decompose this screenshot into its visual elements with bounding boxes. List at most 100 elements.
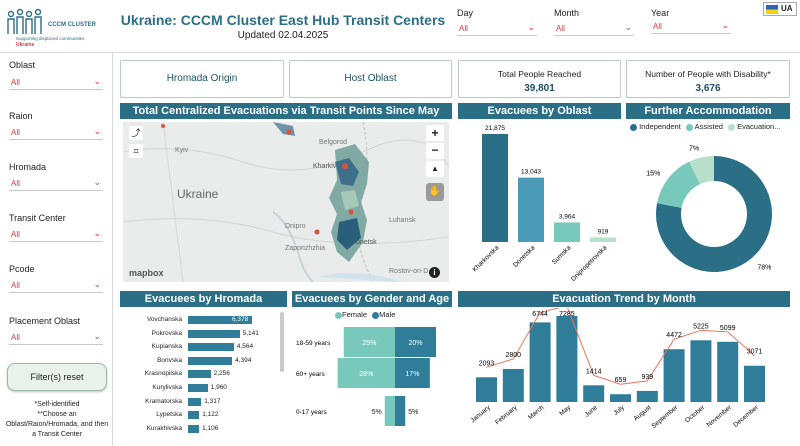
legend-assisted[interactable]: Assisted <box>685 122 723 131</box>
map-marker[interactable] <box>342 163 348 169</box>
zoom-in-button[interactable]: + <box>426 125 444 141</box>
hromada-bar[interactable] <box>188 329 240 338</box>
kpi-disability-card: Number of People with Disability* 3,676 <box>626 60 790 98</box>
hromada-bar[interactable] <box>188 370 211 379</box>
map-label-luhansk: Luhansk <box>389 217 416 224</box>
sidebar-filter-raion[interactable]: All ⌄ <box>9 126 103 140</box>
male-bar[interactable] <box>395 396 406 426</box>
sidebar-filter-raion-label: Raion <box>9 111 33 121</box>
trend-bar[interactable] <box>476 377 497 402</box>
logo-subtitle: Supporting displaced communities <box>16 36 85 41</box>
trend-bar[interactable] <box>690 340 712 402</box>
kpi-disability-label: Number of People with Disability* <box>645 69 771 79</box>
oblast-bar[interactable] <box>590 237 616 242</box>
map-marker[interactable] <box>286 129 292 135</box>
sidebar-filter-transit-label: Transit Center <box>9 213 66 223</box>
map-lasso-icon[interactable]: ⌗ <box>129 144 143 158</box>
female-bar[interactable] <box>384 396 395 426</box>
hromada-bar[interactable] <box>188 384 208 392</box>
map-info-icon[interactable]: i <box>429 267 440 278</box>
trend-bar[interactable] <box>529 322 551 402</box>
hromada-bar[interactable] <box>188 424 200 433</box>
female-bar[interactable] <box>343 327 395 357</box>
map-title: Total Centralized Evacuations via Transi… <box>120 103 452 133</box>
map-marker[interactable] <box>348 209 354 215</box>
hromada-value: 1,960 <box>210 384 227 391</box>
updated-date: Updated 02.04.2025 <box>237 30 329 41</box>
kpi-total-card: Total People Reached 39,801 <box>458 60 621 98</box>
donut-slice[interactable] <box>657 161 700 208</box>
donut-slice[interactable] <box>656 156 772 272</box>
trend-value-label: 659 <box>615 377 627 384</box>
note-choose-area: **Choose an Oblast/Raion/Hromada, and th… <box>5 411 109 438</box>
tab-hromada-origin[interactable]: Hromada Origin <box>120 60 284 98</box>
map-select-tool-icon[interactable]: ⤴ <box>129 126 143 140</box>
trend-bar[interactable] <box>717 341 739 402</box>
male-bar[interactable] <box>395 358 430 388</box>
trend-value-label: 2093 <box>479 360 495 367</box>
oblast-bar[interactable] <box>554 222 580 242</box>
trend-month-label: January <box>470 404 493 425</box>
logo-country: Ukraine <box>16 42 35 48</box>
year-filter-select[interactable]: All ⌄ <box>651 20 731 34</box>
hromada-bar[interactable] <box>188 411 200 420</box>
legend-independent[interactable]: Independent <box>630 122 681 131</box>
hromada-value: 4,564 <box>236 343 254 351</box>
trend-bar[interactable] <box>663 349 685 402</box>
tab-host-oblast[interactable]: Host Oblast <box>289 60 452 98</box>
sidebar-filter-oblast[interactable]: All ⌄ <box>9 76 103 90</box>
trend-bar[interactable] <box>556 316 578 402</box>
month-filter-select[interactable]: All ⌄ <box>554 22 634 36</box>
hromada-bar[interactable] <box>188 343 234 352</box>
chevron-down-icon: ⌄ <box>624 22 632 32</box>
month-filter-label: Month <box>554 8 580 18</box>
oblast-bar-value: 13,043 <box>521 169 541 176</box>
hromada-label: Kurakhivska <box>146 424 182 432</box>
legend-male[interactable]: Male <box>372 310 395 319</box>
trend-bar[interactable] <box>583 385 605 402</box>
sidebar-filter-transit-center[interactable]: All ⌄ <box>9 228 103 242</box>
female-value: 28% <box>359 371 373 378</box>
trend-bar[interactable] <box>502 368 524 402</box>
sidebar-filter-placement-oblast[interactable]: All ⌄ <box>9 331 103 345</box>
language-badge[interactable]: UA <box>763 2 797 16</box>
female-value: 5% <box>372 409 382 416</box>
oblast-bar[interactable] <box>518 177 544 242</box>
legend-evacuation[interactable]: Evacuation... <box>728 122 780 131</box>
chevron-down-icon: ⌄ <box>721 20 729 30</box>
male-bar[interactable] <box>395 327 436 357</box>
trend-value-label: 1414 <box>586 368 602 375</box>
map[interactable]: Kyiv Ukraine Belgorod Kharkiv Dnipro Luh… <box>123 122 449 282</box>
trend-bar[interactable] <box>610 394 631 402</box>
kpi-total-value: 39,801 <box>524 83 555 94</box>
sidebar-filter-hromada-label: Hromada <box>9 162 47 172</box>
donut-slice[interactable] <box>689 156 714 185</box>
header-divider <box>0 52 800 53</box>
donut-slice-label: 15% <box>646 170 660 177</box>
zoom-out-button[interactable]: − <box>426 143 444 159</box>
trend-bar[interactable] <box>636 390 658 402</box>
note-self-identified: *Self-identified <box>34 401 80 408</box>
oblast-bar-value: 919 <box>598 228 609 235</box>
day-filter-select[interactable]: All ⌄ <box>457 22 537 36</box>
oblast-bar[interactable] <box>482 134 508 242</box>
chevron-down-icon: ⌄ <box>93 228 101 238</box>
hromada-bar[interactable] <box>188 316 252 324</box>
hromada-bar[interactable] <box>188 397 202 406</box>
trend-bar[interactable] <box>744 365 765 402</box>
hromada-bar[interactable] <box>188 356 233 365</box>
pegman-icon[interactable]: ✋ <box>426 183 444 201</box>
hromada-value: 6,378 <box>232 316 249 323</box>
sidebar-filter-pcode[interactable]: All ⌄ <box>9 279 103 293</box>
hromada-scrollbar[interactable] <box>280 312 284 372</box>
trend-chart: January February March May June July AugustSep… <box>470 308 765 430</box>
legend-female[interactable]: Female <box>335 310 367 319</box>
female-bar[interactable] <box>337 358 395 388</box>
chevron-down-icon: ⌄ <box>93 177 101 187</box>
map-marker[interactable] <box>314 229 320 235</box>
map-label-belgorod: Belgorod <box>319 139 347 146</box>
sidebar-filter-hromada[interactable]: All ⌄ <box>9 177 103 191</box>
map-marker[interactable] <box>161 124 165 128</box>
filter-reset-button[interactable]: Filter(s) reset <box>7 363 107 391</box>
compass-icon[interactable]: ▲ <box>426 161 444 177</box>
